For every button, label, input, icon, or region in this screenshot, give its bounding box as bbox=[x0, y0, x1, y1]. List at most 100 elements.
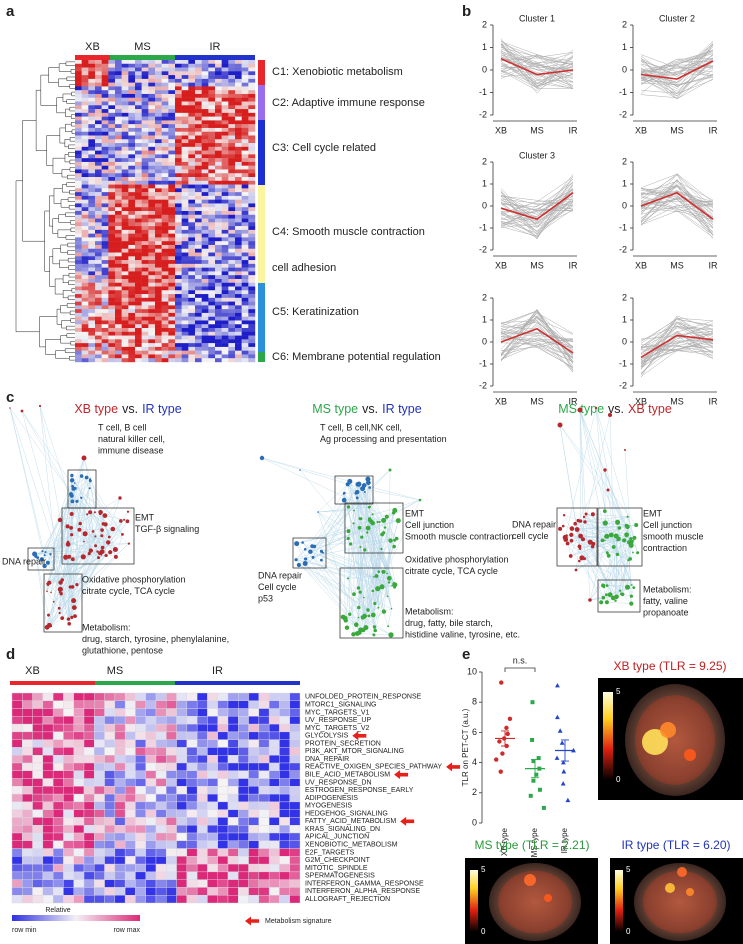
heatmap-cell bbox=[269, 716, 279, 724]
heatmap-cell bbox=[135, 336, 142, 340]
heatmap-cell bbox=[162, 64, 169, 68]
heatmap-cell bbox=[122, 317, 129, 321]
heatmap-cell bbox=[182, 136, 189, 140]
heatmap-cell bbox=[102, 347, 109, 351]
heatmap-cell bbox=[115, 305, 122, 309]
heatmap-cell bbox=[202, 211, 209, 215]
heatmap-cell bbox=[168, 332, 175, 336]
heatmap-cell bbox=[75, 166, 82, 170]
heatmap-cell bbox=[95, 320, 102, 324]
heatmap-cell bbox=[235, 211, 242, 215]
heatmap-cell bbox=[235, 283, 242, 287]
heatmap-cell bbox=[82, 305, 89, 309]
heatmap-cell bbox=[208, 166, 215, 170]
heatmap-cell bbox=[182, 147, 189, 151]
heatmap-cell bbox=[105, 887, 115, 895]
y-tick-label: 1 bbox=[622, 178, 627, 188]
heatmap-cell bbox=[215, 173, 222, 177]
heatmap-cell bbox=[208, 241, 215, 245]
heatmap-cell bbox=[175, 162, 182, 166]
heatmap-cell bbox=[235, 302, 242, 306]
heatmap-cell bbox=[128, 185, 135, 189]
heatmap-cell bbox=[162, 264, 169, 268]
heatmap-cell bbox=[108, 358, 115, 362]
colorbar bbox=[603, 692, 613, 780]
heatmap-cell bbox=[222, 328, 229, 332]
network-node bbox=[113, 547, 118, 552]
heatmap-cell bbox=[162, 260, 169, 264]
heatmap-cell bbox=[108, 271, 115, 275]
heatmap-cell bbox=[248, 317, 255, 321]
heatmap-cell bbox=[177, 810, 187, 818]
heatmap-cell bbox=[102, 279, 109, 283]
heatmap-cell bbox=[128, 120, 135, 124]
heatmap-cell bbox=[115, 290, 122, 294]
heatmap-cell bbox=[135, 203, 142, 207]
heatmap-cell bbox=[242, 332, 249, 336]
heatmap-cell bbox=[168, 237, 175, 241]
heatmap-cell bbox=[63, 887, 73, 895]
heatmap-cell bbox=[162, 268, 169, 272]
heatmap-cell bbox=[188, 354, 195, 358]
heatmap-cell bbox=[259, 786, 269, 794]
heatmap-cell bbox=[102, 328, 109, 332]
network-node bbox=[606, 584, 609, 587]
heatmap-cell bbox=[135, 709, 145, 717]
heatmap-cell bbox=[115, 351, 122, 355]
heatmap-cell bbox=[248, 245, 255, 249]
heatmap-cell bbox=[242, 71, 249, 75]
heatmap-cell bbox=[202, 241, 209, 245]
heatmap-cell bbox=[12, 716, 22, 724]
heatmap-cell bbox=[242, 158, 249, 162]
heatmap-cell bbox=[222, 339, 229, 343]
network-node bbox=[46, 561, 50, 565]
heatmap-cell bbox=[155, 169, 162, 173]
network-node bbox=[299, 469, 301, 471]
heatmap-cell bbox=[148, 253, 155, 257]
heatmap-cell bbox=[95, 68, 102, 72]
heatmap-cell bbox=[168, 324, 175, 328]
title-part: MS type bbox=[312, 402, 358, 416]
heatmap-cell bbox=[142, 177, 149, 181]
colorbar-tick: 5 bbox=[616, 687, 621, 696]
gene-set-label: G2M_CHECKPOINT bbox=[305, 857, 371, 864]
network-node bbox=[359, 546, 361, 548]
heatmap-cell bbox=[88, 68, 95, 72]
heatmap-cell bbox=[82, 336, 89, 340]
network-node bbox=[77, 528, 81, 532]
heatmap-cell bbox=[75, 234, 82, 238]
y-tick-label: -2 bbox=[619, 244, 627, 254]
heatmap-cell bbox=[188, 211, 195, 215]
heatmap-cell bbox=[168, 181, 175, 185]
heatmap-cell bbox=[242, 294, 249, 298]
heatmap-cell bbox=[94, 872, 104, 880]
heatmap-cell bbox=[12, 724, 22, 732]
heatmap-cell bbox=[102, 237, 109, 241]
heatmap-cell bbox=[162, 336, 169, 340]
network-annotation: EMT bbox=[135, 512, 155, 522]
heatmap-cell bbox=[142, 71, 149, 75]
heatmap-cell bbox=[115, 68, 122, 72]
y-tick-label: 0 bbox=[622, 200, 627, 210]
heatmap-cell bbox=[146, 810, 156, 818]
heatmap-cell bbox=[188, 75, 195, 79]
heatmap-cell bbox=[222, 222, 229, 226]
dendrogram-branch bbox=[61, 305, 71, 313]
heatmap-cell bbox=[259, 701, 269, 709]
heatmap-cell bbox=[175, 102, 182, 106]
heatmap-cell bbox=[75, 339, 82, 343]
heatmap-cell bbox=[279, 810, 289, 818]
heatmap-cell bbox=[75, 64, 82, 68]
heatmap-cell bbox=[188, 86, 195, 90]
heatmap-cell bbox=[122, 136, 129, 140]
heatmap-cell bbox=[88, 234, 95, 238]
network-node bbox=[614, 534, 619, 539]
network-node bbox=[588, 540, 593, 545]
heatmap-cell bbox=[63, 817, 73, 825]
heatmap-cell bbox=[122, 192, 129, 196]
heatmap-cell bbox=[108, 253, 115, 257]
cluster-label: C4: Smooth muscle contraction bbox=[272, 226, 425, 238]
network-node bbox=[356, 497, 359, 500]
heatmap-cell bbox=[22, 763, 32, 771]
heatmap-cell bbox=[122, 290, 129, 294]
